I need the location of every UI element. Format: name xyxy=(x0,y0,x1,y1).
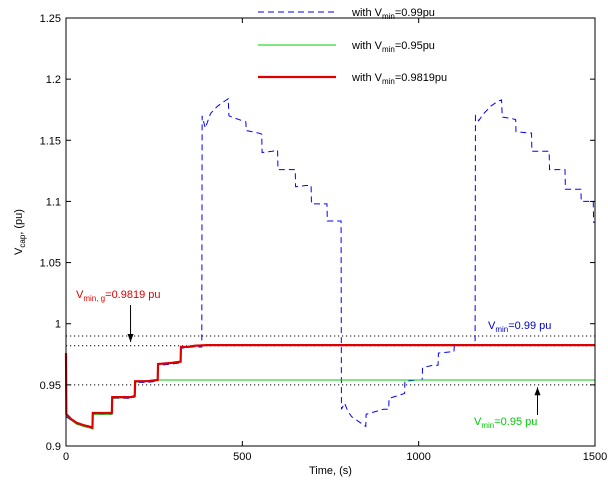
legend-label-0: with Vmin=0.99pu xyxy=(351,7,435,21)
annotation-vmin-095: Vmin=0.95 pu xyxy=(474,416,537,430)
legend-label-2: with Vmin=0.9819pu xyxy=(351,72,447,86)
y-tick-label-6: 1.2 xyxy=(46,74,61,86)
y-tick-label-7: 1.25 xyxy=(40,13,61,25)
plot-frame xyxy=(65,17,596,447)
y-tick-label-4: 1.1 xyxy=(46,196,61,208)
series-line-2 xyxy=(64,344,595,430)
y-axis-ticks: 0.9 0.95 1 1.05 1.1 1.15 1.2 1.25 xyxy=(40,13,595,453)
y-axis-label-main: V xyxy=(13,247,25,255)
x-tick-label-1: 500 xyxy=(233,451,251,463)
annotation-arrowhead-vmin-g xyxy=(127,334,134,343)
y-tick-label-1: 0.95 xyxy=(40,380,61,392)
x-tick-label-0: 0 xyxy=(63,451,69,463)
x-tick-label-2: 1000 xyxy=(406,451,430,463)
y-tick-label-2: 1 xyxy=(55,319,61,331)
y-tick-label-0: 0.9 xyxy=(46,441,61,453)
annotation-arrowhead-vmin-095 xyxy=(534,387,541,396)
legend: with Vmin=0.99pu with Vmin=0.95pu with Vmi… xyxy=(258,7,447,86)
y-axis-label-rest: , (pu) xyxy=(13,209,25,235)
x-axis-label: Time, (s) xyxy=(309,465,352,477)
reference-lines xyxy=(66,335,595,386)
series-line-0 xyxy=(65,97,595,430)
y-axis-label: Vcap, (pu) xyxy=(13,209,27,255)
x-tick-label-3: 1500 xyxy=(583,451,607,463)
annotations: Vmin, g=0.9819 pu Vmin=0.99 pu Vmin=0.95 p… xyxy=(76,289,551,430)
series-group xyxy=(64,97,595,430)
y-axis-label-sub: cap xyxy=(18,234,27,247)
y-tick-label-3: 1.05 xyxy=(40,258,61,270)
annotation-vmin-g: Vmin, g=0.9819 pu xyxy=(76,289,161,303)
annotation-vmin-099: Vmin=0.99 pu xyxy=(488,320,551,334)
y-tick-label-5: 1.15 xyxy=(40,135,61,147)
y-axis-label-group: Vcap, (pu) xyxy=(13,209,27,255)
x-axis-ticks: 0 500 1000 1500 xyxy=(63,18,607,463)
legend-label-1: with Vmin=0.95pu xyxy=(351,40,435,54)
